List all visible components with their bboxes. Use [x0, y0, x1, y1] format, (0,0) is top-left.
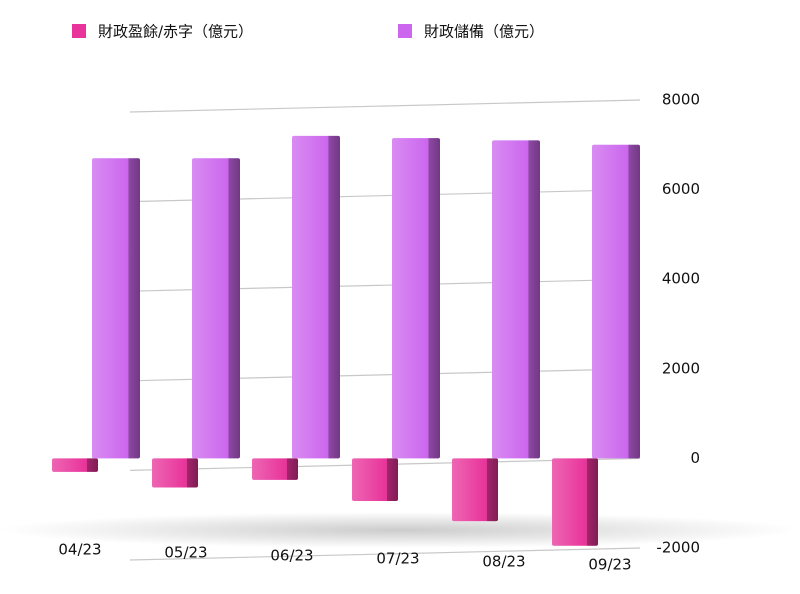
y-tick-label: 8000: [662, 91, 700, 109]
y-tick-label: 6000: [662, 180, 700, 198]
bar-shade: [92, 158, 140, 459]
y-tick-label: 2000: [662, 359, 700, 377]
bar-shade: [352, 458, 398, 501]
legend-label: 財政盈餘/赤字（億元）: [98, 23, 253, 41]
x-tick-label: 09/23: [588, 556, 631, 574]
legend-swatch: [398, 24, 412, 38]
y-tick-label: 4000: [662, 270, 700, 288]
legend-swatch: [72, 24, 86, 38]
grid-line: [129, 547, 641, 561]
bar-shade: [152, 458, 198, 488]
bar-shade: [252, 458, 298, 480]
x-tick-label: 06/23: [270, 547, 313, 565]
x-tick-label: 05/23: [164, 544, 207, 562]
grid-line: [129, 99, 641, 113]
bar-shade: [492, 140, 540, 459]
bar-shade: [392, 138, 440, 459]
bar-shade: [292, 135, 340, 459]
bar-shade: [552, 458, 598, 546]
legend-label: 財政儲備（億元）: [424, 23, 544, 41]
y-tick-label: 0: [690, 449, 700, 467]
bar-shade: [452, 458, 498, 522]
bar-shade: [192, 158, 240, 459]
bar-shade: [592, 144, 640, 459]
x-tick-label: 08/23: [482, 553, 525, 571]
bar-shade: [52, 458, 98, 472]
y-tick-label: -2000: [656, 539, 700, 557]
legend: 財政盈餘/赤字（億元） 財政儲備（億元）: [72, 23, 544, 41]
x-tick-label: 07/23: [376, 550, 419, 568]
floor-shadow: [0, 512, 800, 548]
x-tick-label: 04/23: [58, 541, 101, 559]
